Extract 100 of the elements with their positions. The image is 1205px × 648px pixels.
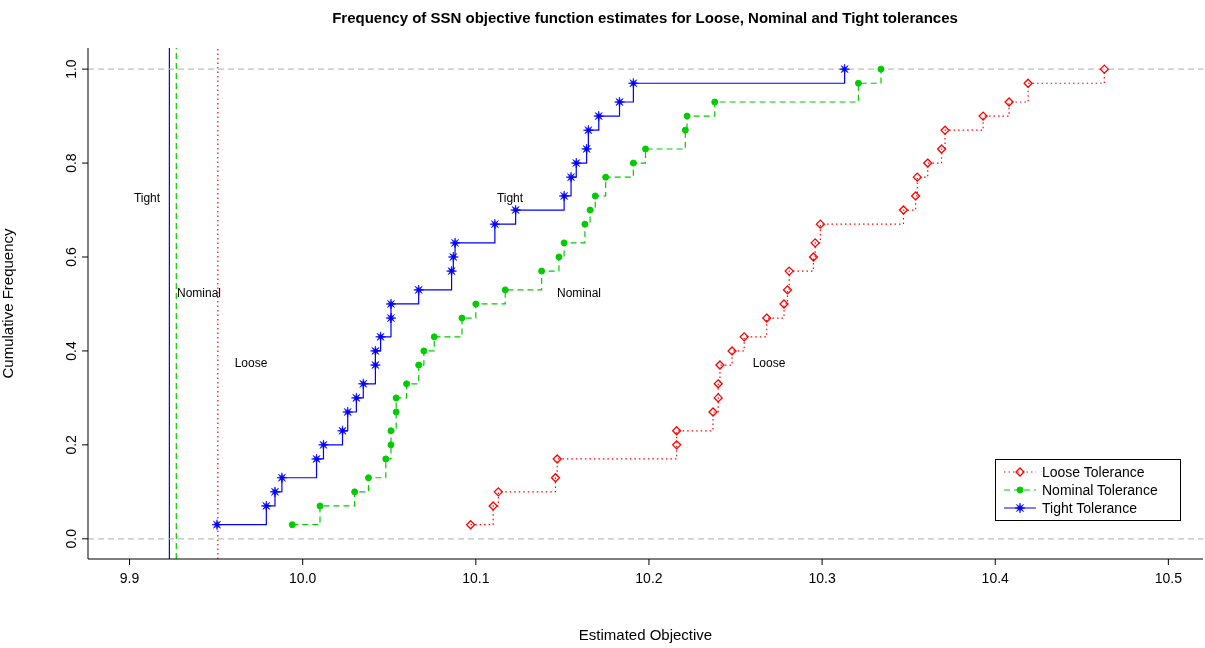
point [430, 333, 438, 341]
point [318, 439, 329, 451]
y-tick-label: 0.6 [63, 247, 79, 267]
point [311, 453, 322, 465]
point [628, 77, 639, 89]
legend-label: Loose Tolerance [1042, 464, 1145, 480]
point [570, 157, 582, 169]
point [403, 380, 411, 388]
point [877, 65, 885, 73]
point [784, 266, 794, 276]
point [565, 171, 577, 183]
point [555, 253, 563, 261]
point [683, 112, 691, 120]
annotation: Nominal [176, 286, 222, 300]
x-tick-label: 9.9 [119, 569, 140, 586]
point [375, 331, 386, 343]
point [387, 427, 395, 435]
point [1023, 78, 1033, 88]
point [449, 237, 461, 249]
point [387, 441, 395, 449]
point [1099, 64, 1109, 74]
point [810, 238, 820, 248]
point [493, 487, 503, 497]
point [472, 300, 480, 308]
annotation: Loose [234, 356, 268, 370]
point [681, 126, 689, 134]
point [364, 474, 372, 482]
point [261, 500, 272, 512]
x-tick-label: 10.4 [981, 569, 1010, 586]
point [413, 284, 424, 296]
point [762, 313, 772, 323]
x-tick-label: 10.5 [1154, 569, 1183, 586]
point [581, 220, 589, 228]
legend-label: Tight Tolerance [1042, 500, 1137, 516]
annotation: Tight [496, 191, 524, 205]
point [370, 359, 381, 371]
point [978, 111, 988, 121]
point [489, 218, 501, 230]
point [910, 191, 921, 201]
point [269, 486, 281, 498]
annotation: Tight [133, 191, 161, 205]
x-tick-label: 10.1 [462, 569, 490, 586]
point [382, 455, 390, 463]
point [370, 345, 381, 357]
chart-title: Frequency of SSN objective function estimates for Loose, Nominal and Tight tolerances [331, 9, 959, 26]
point [672, 426, 682, 436]
y-tick-label: 0.0 [63, 528, 79, 549]
point [560, 239, 568, 247]
point [923, 158, 933, 168]
point [550, 473, 561, 483]
point [642, 145, 649, 153]
point [614, 96, 625, 108]
point [385, 312, 397, 324]
point [593, 110, 605, 122]
x-tick-label: 10.0 [289, 569, 317, 586]
point [581, 143, 592, 155]
y-tick-label: 1.0 [63, 59, 79, 79]
point [711, 98, 719, 106]
point [583, 124, 594, 136]
point [839, 63, 850, 75]
point [392, 408, 400, 416]
point [538, 267, 546, 275]
point [779, 299, 789, 309]
point [316, 502, 324, 510]
point [629, 159, 637, 167]
point [591, 192, 599, 200]
annotation: Loose [752, 356, 786, 370]
point [420, 347, 428, 355]
point [488, 501, 498, 511]
point [351, 392, 362, 404]
point [385, 298, 397, 310]
y-tick-label: 0.4 [63, 341, 79, 361]
point [672, 440, 682, 450]
legend-label: Nominal Tolerance [1042, 482, 1158, 498]
point [357, 378, 369, 390]
y-tick-label: 0.2 [63, 434, 79, 455]
x-tick-label: 10.3 [808, 569, 836, 586]
point [586, 206, 594, 214]
point [602, 173, 610, 181]
point [288, 521, 296, 529]
point [558, 190, 570, 202]
point [713, 393, 723, 403]
point [510, 204, 521, 216]
point [446, 265, 457, 277]
x-tick-label: 10.2 [635, 569, 663, 586]
y-axis-title: Cumulative Frequency [0, 227, 17, 379]
point [501, 286, 509, 294]
point [854, 79, 862, 87]
point [458, 314, 466, 322]
point [552, 454, 562, 464]
point [898, 205, 909, 215]
point [940, 125, 950, 135]
point [465, 520, 476, 530]
point [739, 332, 749, 342]
point [1004, 97, 1014, 107]
point [808, 252, 819, 262]
point [936, 144, 947, 154]
point [211, 519, 223, 531]
point [392, 394, 400, 402]
point [912, 172, 922, 182]
